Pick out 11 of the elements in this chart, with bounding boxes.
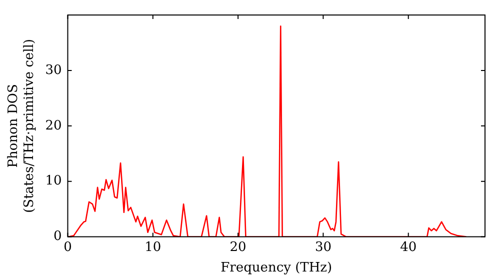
x-tick-label: 0 — [64, 240, 72, 255]
y-tick-label: 30 — [45, 62, 62, 78]
x-tick-label: 40 — [400, 240, 417, 255]
x-tick-label: 10 — [144, 240, 162, 255]
y-tick-label: 20 — [45, 118, 62, 134]
y-tick-label: 0 — [53, 229, 62, 244]
x-tick-label: 20 — [230, 240, 246, 255]
x-axis-title: Frequency (THz) — [220, 260, 332, 276]
y-axis-title: Phonon DOS (States/THz·primitive cell) — [6, 38, 37, 213]
x-tick-label: 30 — [314, 240, 332, 255]
y-tick-label: 10 — [45, 174, 62, 189]
